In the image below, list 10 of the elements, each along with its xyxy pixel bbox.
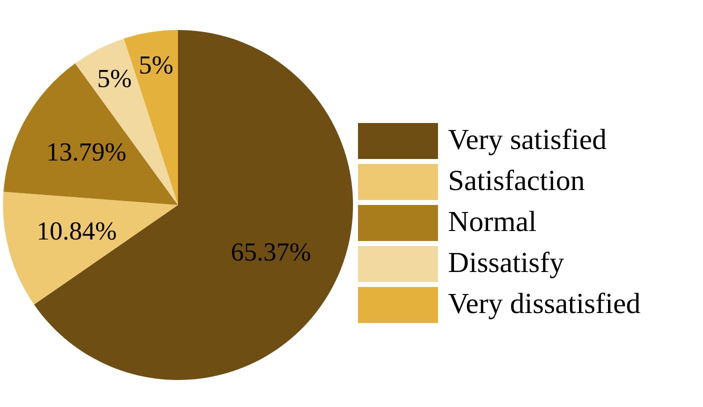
legend-label: Normal: [448, 206, 537, 239]
legend-label: Very satisfied: [448, 124, 607, 157]
data-label: 13.79%: [46, 138, 126, 167]
data-label: 5%: [138, 50, 174, 80]
legend-label: Dissatisfy: [448, 247, 564, 280]
data-label: 10.84%: [36, 216, 117, 246]
data-label: 5%: [97, 64, 132, 94]
legend-label: Satisfaction: [448, 165, 585, 198]
legend-label: Very dissatisfied: [448, 288, 640, 321]
data-label: 65.37%: [230, 238, 312, 267]
